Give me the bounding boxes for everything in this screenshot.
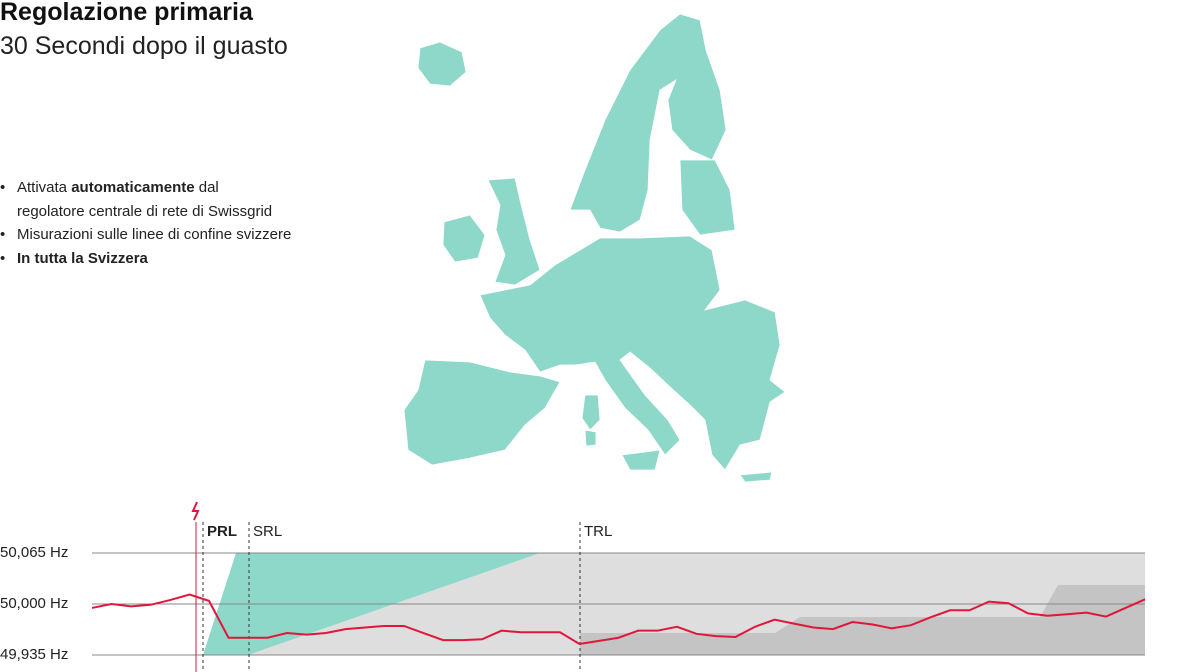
bullet: regolatore centrale di rete di Swissgrid (0, 200, 291, 224)
bullet-text: automaticamente (71, 179, 195, 196)
bullet-list: Attivata automaticamente dal regolatore c… (0, 176, 291, 270)
bullet-text: dal (194, 179, 219, 196)
trl-activation (580, 585, 1145, 655)
bullet: Misurazioni sulle linee di confine svizz… (0, 223, 291, 247)
y-tick-label: 50,000 Hz (0, 595, 68, 612)
title: Regolazione primaria (0, 0, 253, 26)
phase-label: SRL (253, 523, 282, 540)
frequency-line (91, 593, 1146, 646)
y-tick-label: 49,935 Hz (0, 646, 68, 663)
bullet-text: regolatore centrale di rete di Swissgrid (17, 202, 273, 220)
subtitle: 30 Secondi dopo il guasto (0, 32, 288, 60)
bullet: In tutta la Svizzera (0, 247, 291, 271)
europe-map (403, 13, 786, 483)
bullet-text: Attivata (17, 179, 72, 196)
bullet-text: Misurazioni sulle linee di confine svizz… (17, 226, 292, 243)
phase-label: TRL (584, 523, 612, 540)
fault-icon (191, 501, 200, 521)
bullet: Attivata automaticamente dal (0, 176, 291, 200)
phase-label: PRL (207, 523, 237, 540)
y-tick-label: 50,065 Hz (0, 544, 68, 561)
bullet-text: In tutta la Svizzera (17, 249, 148, 267)
